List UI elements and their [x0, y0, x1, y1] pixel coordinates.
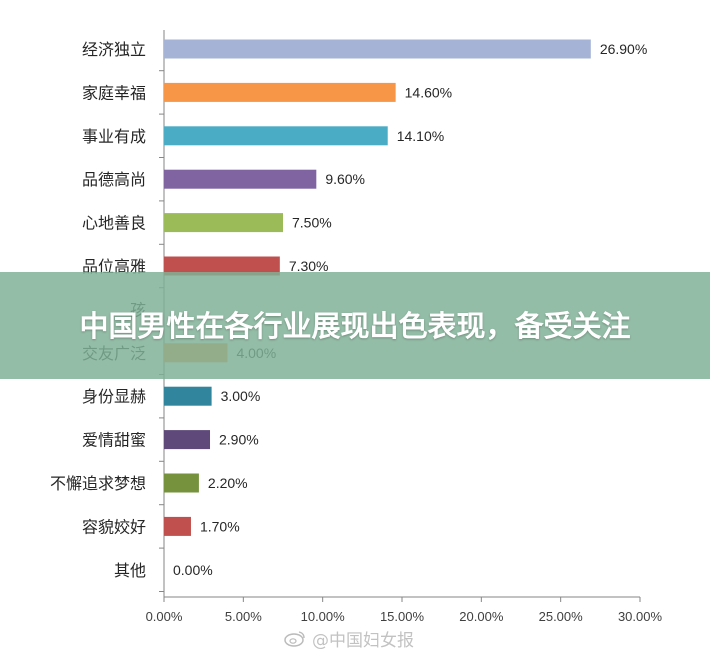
x-tick-label: 20.00% [459, 609, 504, 624]
watermark: @中国妇女报 [284, 626, 414, 651]
value-label: 7.30% [289, 258, 329, 274]
watermark-text: @中国妇女报 [312, 631, 414, 651]
headline-title: 中国男性在各行业展现出色表现，备受关注 [79, 308, 631, 343]
bar [164, 473, 199, 493]
category-label: 身份显赫 [82, 387, 146, 406]
headline-banner: 中国男性在各行业展现出色表现，备受关注 [0, 272, 710, 379]
category-label: 容貌姣好 [82, 517, 146, 536]
weibo-icon [284, 631, 305, 647]
bar [164, 516, 191, 536]
value-label: 26.90% [600, 41, 647, 57]
category-label: 不懈追求梦想 [50, 474, 146, 493]
category-label: 事业有成 [82, 127, 146, 146]
bar [164, 126, 388, 146]
category-label: 其他 [114, 561, 146, 580]
bar [164, 82, 396, 102]
bar [164, 39, 591, 59]
x-tick-label: 25.00% [539, 609, 584, 624]
bar [164, 256, 280, 276]
bar [164, 386, 212, 406]
value-label: 3.00% [221, 388, 261, 404]
x-tick-label: 5.00% [225, 609, 262, 624]
bar [164, 169, 317, 189]
value-label: 2.90% [219, 432, 259, 448]
x-tick-label: 0.00% [146, 609, 183, 624]
value-label: 2.20% [208, 475, 248, 491]
value-label: 7.50% [292, 215, 332, 231]
category-label: 品德高尚 [82, 170, 146, 189]
value-label: 1.70% [200, 518, 240, 534]
category-label: 品位高雅 [82, 257, 146, 276]
x-tick-label: 15.00% [380, 609, 425, 624]
category-label: 家庭幸福 [82, 83, 146, 102]
value-label: 9.60% [325, 171, 365, 187]
value-label: 0.00% [173, 562, 213, 578]
value-label: 14.60% [405, 84, 452, 100]
bar [164, 430, 211, 450]
x-tick-label: 10.00% [301, 609, 346, 624]
x-tick-label: 30.00% [618, 609, 663, 624]
category-label: 经济独立 [82, 40, 146, 59]
value-label: 14.10% [397, 128, 444, 144]
bar [164, 213, 283, 233]
category-label: 心地善良 [82, 214, 146, 233]
category-label: 爱情甜蜜 [82, 431, 146, 450]
